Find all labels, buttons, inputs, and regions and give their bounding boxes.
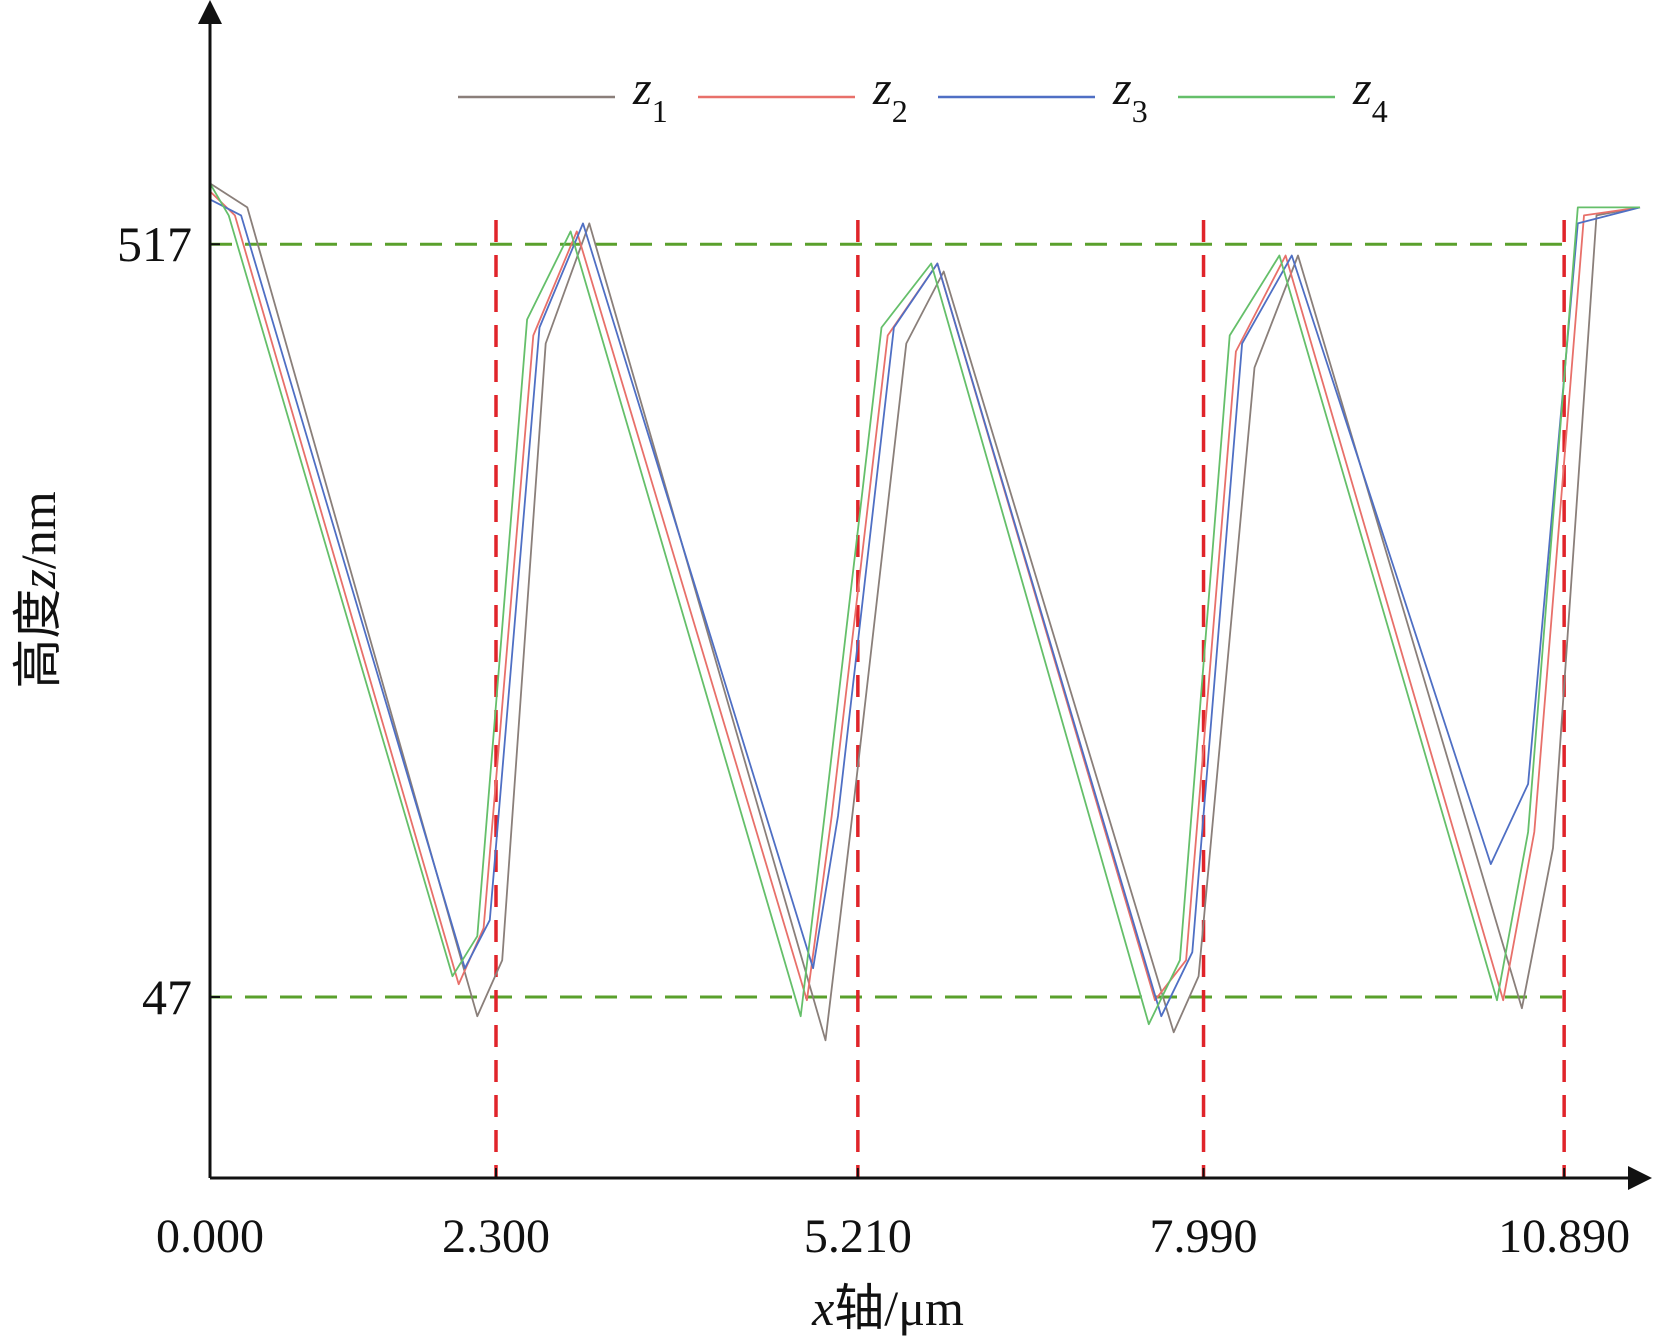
x-axis-label-unit: 轴/μm xyxy=(834,1280,964,1336)
series-group xyxy=(209,182,1641,1042)
x-tick-label: 5.210 xyxy=(804,1210,912,1263)
legend-label-z4: z4 xyxy=(1352,62,1388,129)
legend-label-z3: z3 xyxy=(1112,62,1148,129)
legend-label-z1: z1 xyxy=(632,62,668,129)
series-line-z4 xyxy=(209,182,1640,1026)
x-tick-labels: 0.000 2.300 5.210 7.990 10.890 xyxy=(156,1168,1630,1263)
y-axis-label-prefix: 高度 xyxy=(10,589,66,689)
x-axis-label: x轴/μm xyxy=(811,1280,964,1336)
y-tick-label: 47 xyxy=(142,969,192,1025)
y-axis-label: 高度z/nm xyxy=(10,491,66,688)
series-line-z3 xyxy=(209,198,1641,1018)
legend: z1 z2 z3 z4 xyxy=(458,62,1388,129)
y-axis-label-unit: /nm xyxy=(10,491,66,569)
series-line-z1 xyxy=(209,182,1641,1042)
reference-lines xyxy=(210,220,1575,1178)
x-axis-label-var: x xyxy=(811,1280,834,1336)
y-tick-labels: 47 517 xyxy=(117,216,220,1025)
y-tick-label: 517 xyxy=(117,216,192,272)
x-tick-label: 0.000 xyxy=(156,1210,264,1263)
x-tick-label: 10.890 xyxy=(1498,1210,1630,1263)
x-tick-label: 2.300 xyxy=(442,1210,550,1263)
x-tick-label: 7.990 xyxy=(1150,1210,1258,1263)
legend-label-z2: z2 xyxy=(872,62,908,129)
axes xyxy=(198,0,1652,1190)
y-axis-label-var: z xyxy=(10,569,66,589)
